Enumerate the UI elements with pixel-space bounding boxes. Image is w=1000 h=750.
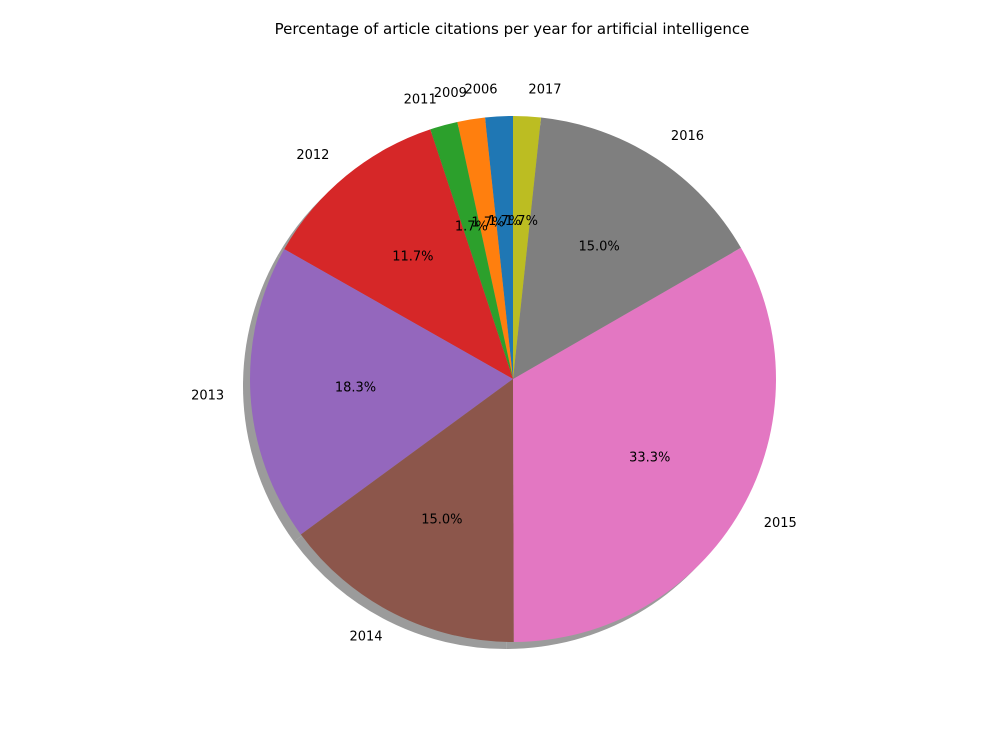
slice-2015-percent: 33.3% [629, 450, 670, 465]
slice-2014-label: 2014 [349, 630, 382, 645]
slice-2013-label: 2013 [191, 388, 224, 403]
slice-2006-label: 2006 [464, 83, 497, 98]
slice-2016-percent: 15.0% [578, 239, 619, 254]
slice-2013 [250, 249, 513, 535]
slice-2014 [300, 379, 514, 643]
slice-2012 [284, 129, 513, 379]
slice-2009-label: 2009 [434, 86, 467, 101]
slice-2011 [430, 121, 513, 379]
slice-2011-percent: 1.7% [455, 219, 488, 234]
pie-slices [250, 116, 776, 643]
slice-2016-label: 2016 [671, 129, 704, 144]
slice-2006 [484, 116, 513, 379]
slice-2009-percent: 1.7% [471, 216, 504, 231]
slice-2016 [513, 117, 741, 379]
slice-2014-percent: 15.0% [421, 512, 462, 527]
slice-2017-label: 2017 [528, 83, 561, 98]
slice-2017 [513, 116, 542, 379]
pie-labels: 2006 1.7% 2009 1.7% 2011 1.7% 2012 11.7% 2013 18.… [191, 83, 797, 645]
slice-2009 [457, 117, 513, 379]
slice-2012-percent: 11.7% [392, 250, 433, 265]
slice-2012-label: 2012 [296, 148, 329, 163]
slice-2006-percent: 1.7% [488, 214, 521, 229]
slice-2015 [513, 247, 776, 643]
slice-2015-label: 2015 [764, 516, 797, 531]
slice-2013-percent: 18.3% [335, 381, 376, 396]
chart-title: Percentage of article citations per year… [275, 20, 750, 38]
slice-2011-label: 2011 [404, 92, 437, 107]
slice-2017-percent: 1.7% [505, 214, 538, 229]
